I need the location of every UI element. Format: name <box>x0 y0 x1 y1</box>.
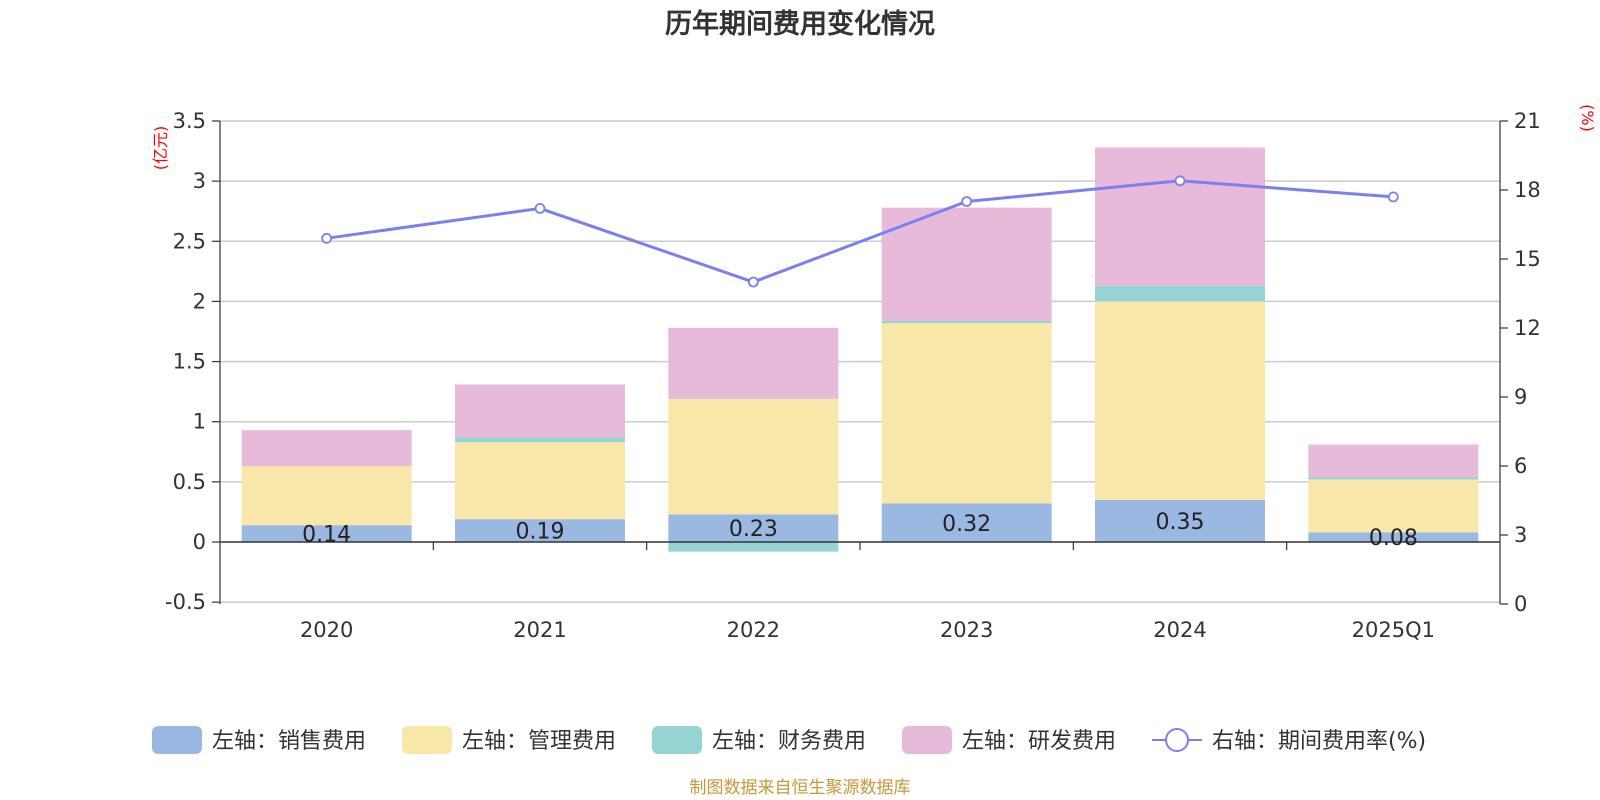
bar-data-label: 0.08 <box>1369 526 1418 551</box>
left-axis-tick-label: -0.5 <box>165 590 206 614</box>
bar-rd <box>668 327 839 399</box>
bar-data-label: 0.14 <box>302 523 351 548</box>
legend-item-finance: 左轴：财务费用 <box>652 726 866 754</box>
bar-finance <box>668 542 839 552</box>
data-labels: 0.14 0.19 0.23 0.32 0.35 0.08 <box>302 510 1418 551</box>
gridlines <box>220 120 1500 603</box>
bar-data-label: 0.32 <box>942 512 991 537</box>
rate-line <box>321 175 1399 288</box>
legend-item-rate: 右轴：期间费用率(%) <box>1152 728 1426 754</box>
legend-item-rd: 左轴：研发费用 <box>902 726 1116 754</box>
x-axis-tick-label: 2021 <box>513 618 566 642</box>
bar-rd <box>241 430 412 467</box>
right-axis-tick-label: 3 <box>1514 523 1527 547</box>
rate-point <box>747 276 759 288</box>
legend-label: 左轴：研发费用 <box>962 729 1116 754</box>
bar-sales <box>241 525 412 542</box>
legend-item-admin: 左轴：管理费用 <box>402 726 616 754</box>
bar-admin <box>455 442 625 520</box>
bar-data-label: 0.19 <box>516 520 565 545</box>
legend-label: 右轴：期间费用率(%) <box>1212 729 1426 754</box>
left-axis-tick-label: 2 <box>193 289 206 313</box>
rate-point <box>321 232 333 244</box>
bar-rd <box>455 384 625 438</box>
left-axis-tick-label: 1.5 <box>173 350 206 374</box>
rate-point <box>1387 191 1399 203</box>
bar-finance <box>455 437 625 443</box>
bars <box>241 147 1479 552</box>
right-axis-tick-label: 15 <box>1514 247 1541 271</box>
bar-data-label: 0.23 <box>729 517 778 542</box>
x-axis-tick-label: 2023 <box>940 618 993 642</box>
bar-rd <box>881 207 1052 321</box>
bar-finance <box>881 320 1052 324</box>
rate-line-path <box>326 179 1394 284</box>
left-axis-unit: (亿元) <box>151 126 170 171</box>
x-axis-tick-label: 2022 <box>727 618 780 642</box>
legend: 左轴：销售费用 左轴：管理费用 左轴：财务费用 左轴：研发费用 右轴：期间费用率(%) <box>152 726 1426 754</box>
left-axis-tick-label: 2.5 <box>173 229 206 253</box>
rate-point <box>961 196 973 207</box>
bar-finance <box>1308 477 1479 480</box>
bar-rd <box>1308 444 1479 478</box>
bar-data-label: 0.35 <box>1156 510 1205 535</box>
left-axis-tick-label: 0.5 <box>173 470 206 494</box>
legend-label: 左轴：销售费用 <box>212 729 366 754</box>
left-axis-tick-label: 3.5 <box>173 109 206 133</box>
bar-admin <box>881 323 1052 504</box>
rate-point <box>1174 175 1186 187</box>
legend-swatch <box>902 726 952 754</box>
left-axis-tick-label: 0 <box>193 530 206 554</box>
bar-admin <box>1308 479 1479 533</box>
right-axis-tick-label: 21 <box>1514 109 1541 133</box>
bar-admin <box>668 398 839 515</box>
tick-labels: 3.5 3 2.5 2 1.5 1 0.5 0 -0.5 21 18 15 12 9 6 3 0 2020 2021… <box>165 109 1541 642</box>
legend-swatch <box>402 726 452 754</box>
x-axis-tick-label: 2025Q1 <box>1352 618 1435 642</box>
bar-rd <box>1095 147 1265 286</box>
axes <box>212 120 1508 605</box>
bar-finance <box>1095 285 1265 302</box>
right-axis-tick-label: 12 <box>1514 316 1541 340</box>
left-axis-tick-label: 1 <box>193 410 206 434</box>
legend-swatch <box>652 726 702 754</box>
legend-swatch <box>152 726 202 754</box>
legend-label: 左轴：管理费用 <box>462 729 616 754</box>
x-axis-tick-label: 2024 <box>1153 618 1206 642</box>
bar-sales <box>668 514 839 542</box>
right-axis-unit: (%) <box>1578 104 1597 132</box>
right-axis-tick-label: 18 <box>1514 178 1541 202</box>
left-axis-tick-label: 3 <box>193 169 206 193</box>
right-axis-tick-label: 0 <box>1514 592 1527 616</box>
legend-label: 左轴：财务费用 <box>712 729 866 754</box>
legend-marker <box>1165 728 1189 752</box>
right-axis-tick-label: 9 <box>1514 385 1527 409</box>
rate-point <box>534 202 546 214</box>
bar-sales <box>455 519 625 542</box>
bar-sales <box>1308 532 1479 542</box>
right-axis-tick-label: 6 <box>1514 454 1527 478</box>
bar-sales <box>1095 499 1265 542</box>
bar-sales <box>881 503 1052 542</box>
legend-item-sales: 左轴：销售费用 <box>152 726 366 754</box>
bar-admin <box>241 466 412 526</box>
source-note: 制图数据来自恒生聚源数据库 <box>690 778 911 798</box>
bar-admin <box>1095 301 1265 500</box>
x-axis-tick-label: 2020 <box>300 618 353 642</box>
chart-title: 历年期间费用变化情况 <box>665 8 935 40</box>
